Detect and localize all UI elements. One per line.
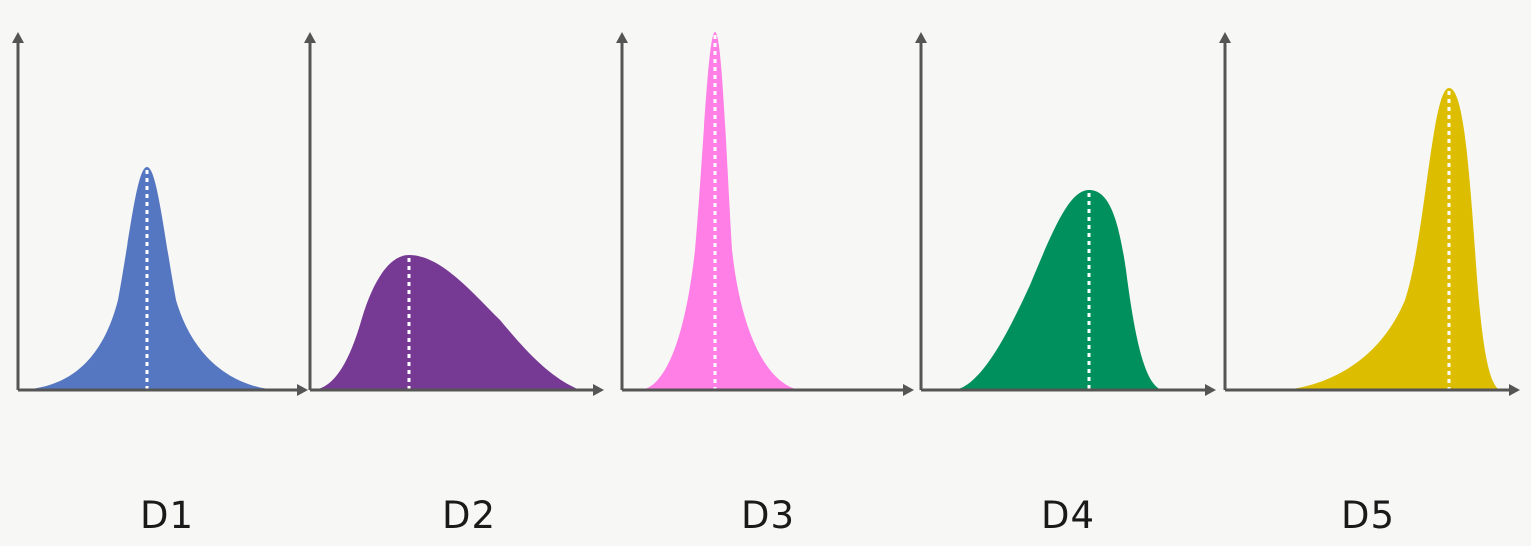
density-curve-d4 <box>955 190 1162 390</box>
label-d4: D4 <box>1040 494 1096 537</box>
y-axis-arrow <box>12 32 24 43</box>
panel-d3 <box>616 32 914 396</box>
x-axis-arrow <box>297 384 308 396</box>
panel-d4 <box>915 32 1216 396</box>
x-axis-arrow <box>1205 384 1216 396</box>
panel-d2 <box>304 32 604 396</box>
density-curve-d5 <box>1285 88 1500 390</box>
x-axis-arrow <box>1509 384 1520 396</box>
y-axis-arrow <box>1219 32 1231 43</box>
density-curve-d2 <box>313 255 580 390</box>
density-curve-d3 <box>640 32 800 390</box>
panel-d5 <box>1219 32 1520 396</box>
panel-d1 <box>12 32 308 396</box>
x-axis-arrow <box>593 384 604 396</box>
distribution-plots <box>12 32 1520 396</box>
y-axis-arrow <box>616 32 628 43</box>
y-axis-arrow <box>915 32 927 43</box>
x-axis-arrow <box>903 384 914 396</box>
density-curve-d1 <box>20 167 278 390</box>
label-d5: D5 <box>1340 494 1396 537</box>
label-d2: D2 <box>441 494 497 537</box>
label-d1: D1 <box>139 494 195 537</box>
label-d3: D3 <box>740 494 796 537</box>
y-axis-arrow <box>304 32 316 43</box>
